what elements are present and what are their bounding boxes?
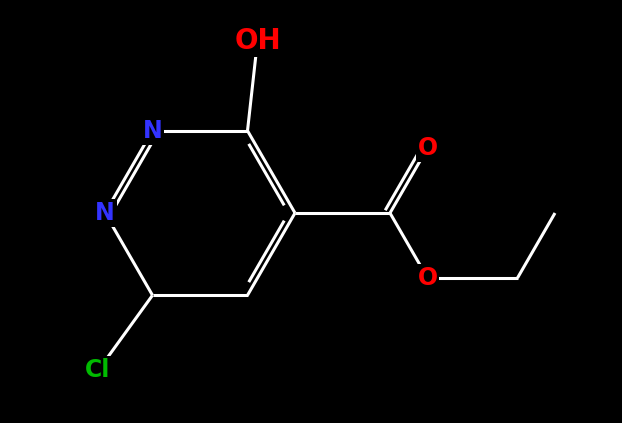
Text: O: O (417, 136, 437, 160)
Text: OH: OH (234, 27, 281, 55)
Text: N: N (95, 201, 115, 225)
Text: O: O (417, 266, 437, 290)
Text: N: N (142, 119, 162, 143)
Text: Cl: Cl (85, 358, 110, 382)
